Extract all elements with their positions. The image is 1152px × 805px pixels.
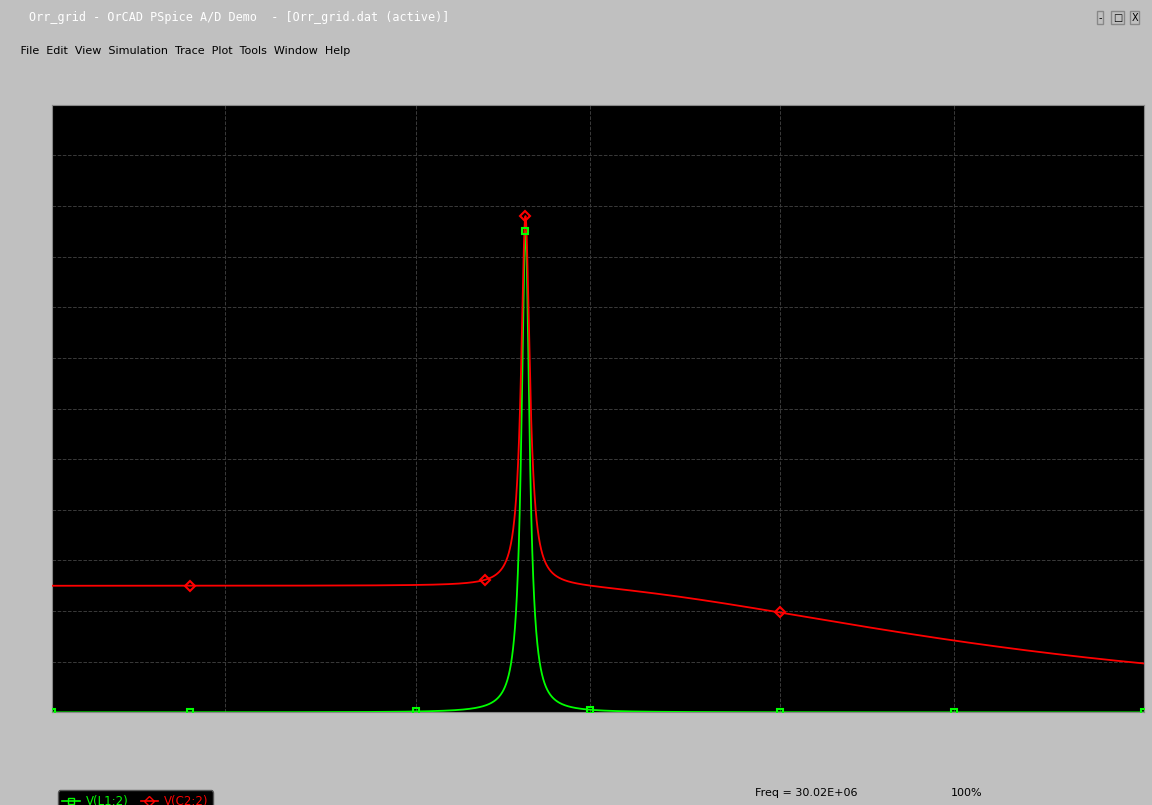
Text: File  Edit  View  Simulation  Trace  Plot  Tools  Window  Help: File Edit View Simulation Trace Plot Too… <box>17 46 350 56</box>
Text: X: X <box>1131 13 1138 23</box>
Text: Freq = 30.02E+06: Freq = 30.02E+06 <box>755 788 857 798</box>
Text: Orr_grid - OrCAD PSpice A/D Demo  - [Orr_grid.dat (active)]: Orr_grid - OrCAD PSpice A/D Demo - [Orr_… <box>29 11 449 24</box>
Text: 100%: 100% <box>950 788 982 798</box>
Text: □: □ <box>1113 13 1122 23</box>
Legend: V(L1:2), V(C2:2): V(L1:2), V(C2:2) <box>58 791 213 805</box>
X-axis label: Frequency: Frequency <box>566 740 630 753</box>
Text: -: - <box>1098 13 1102 23</box>
